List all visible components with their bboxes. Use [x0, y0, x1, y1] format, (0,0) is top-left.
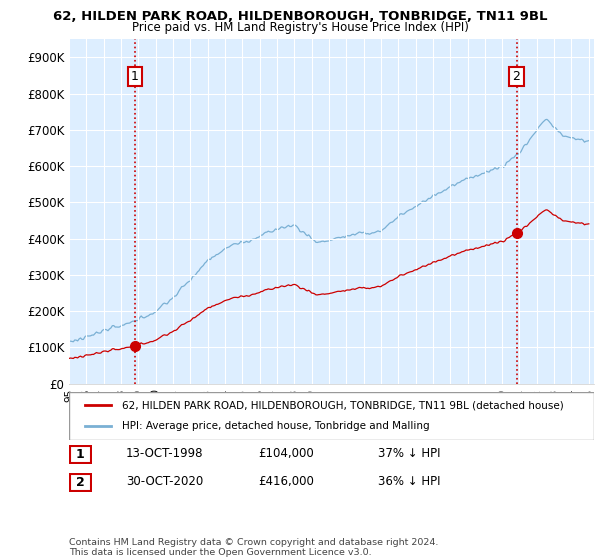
- Text: 62, HILDEN PARK ROAD, HILDENBOROUGH, TONBRIDGE, TN11 9BL (detached house): 62, HILDEN PARK ROAD, HILDENBOROUGH, TON…: [121, 400, 563, 410]
- Text: 13-OCT-1998: 13-OCT-1998: [126, 447, 203, 460]
- Text: HPI: Average price, detached house, Tonbridge and Malling: HPI: Average price, detached house, Tonb…: [121, 421, 429, 431]
- Text: Price paid vs. HM Land Registry's House Price Index (HPI): Price paid vs. HM Land Registry's House …: [131, 21, 469, 34]
- Text: 1: 1: [131, 70, 139, 83]
- Text: Contains HM Land Registry data © Crown copyright and database right 2024.
This d: Contains HM Land Registry data © Crown c…: [69, 538, 439, 557]
- Text: 1: 1: [76, 447, 85, 461]
- Text: 30-OCT-2020: 30-OCT-2020: [126, 475, 203, 488]
- Text: 62, HILDEN PARK ROAD, HILDENBOROUGH, TONBRIDGE, TN11 9BL: 62, HILDEN PARK ROAD, HILDENBOROUGH, TON…: [53, 10, 547, 23]
- Text: £104,000: £104,000: [258, 447, 314, 460]
- Text: 36% ↓ HPI: 36% ↓ HPI: [378, 475, 440, 488]
- Text: 37% ↓ HPI: 37% ↓ HPI: [378, 447, 440, 460]
- Text: £416,000: £416,000: [258, 475, 314, 488]
- Text: 2: 2: [76, 475, 85, 489]
- Text: 2: 2: [512, 70, 520, 83]
